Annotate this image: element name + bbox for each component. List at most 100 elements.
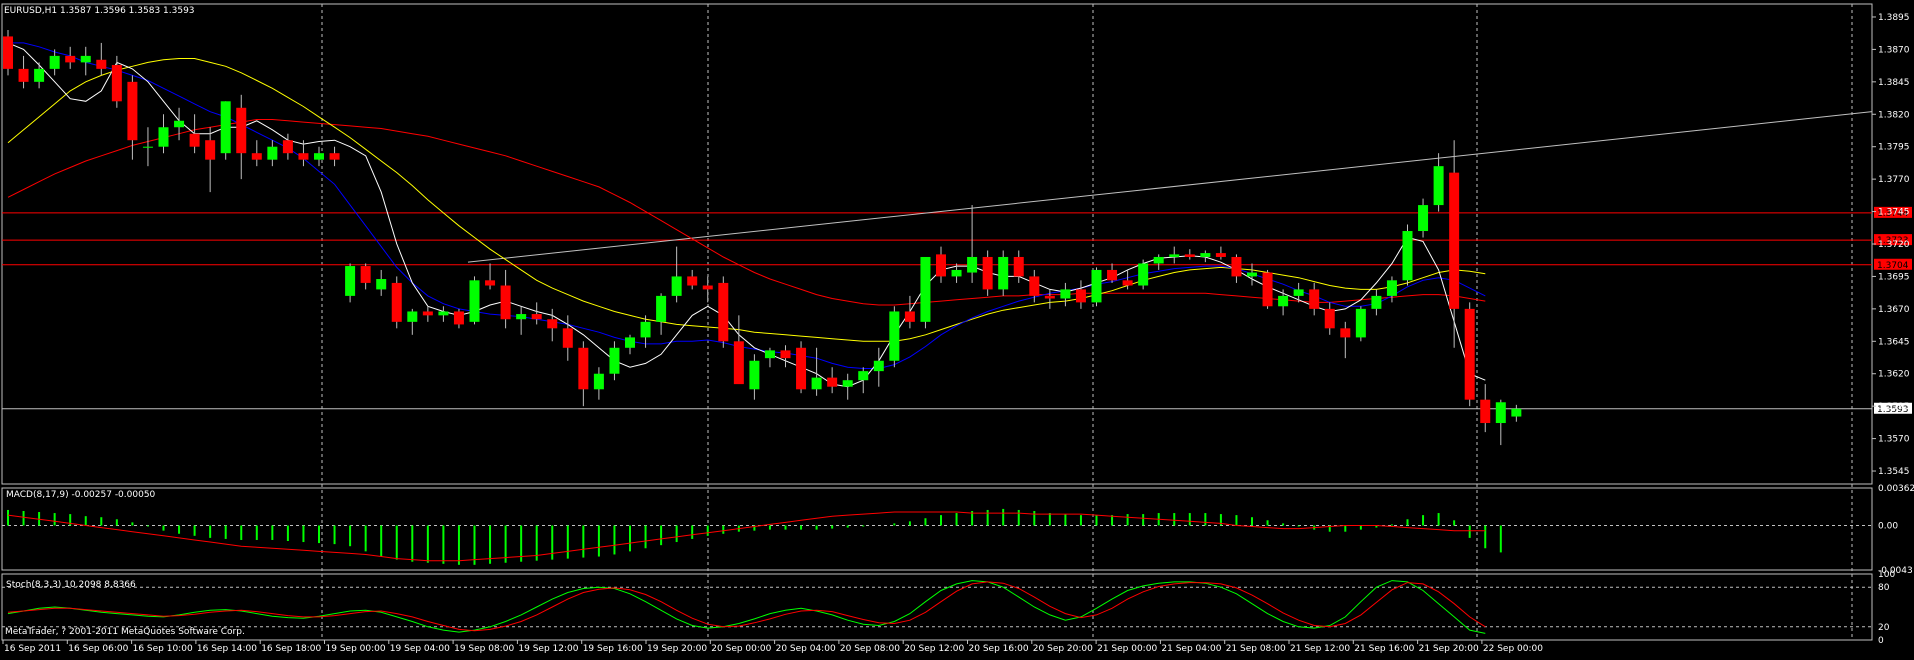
candle-body [656,295,667,322]
y-tick-label: 1.3845 [1878,78,1910,88]
candle-body [873,360,884,372]
candle-body [1293,289,1304,296]
candle-body [469,280,480,322]
candle-body [485,280,496,286]
y-tick-label: 1.3620 [1878,370,1910,380]
candle-body [1324,308,1335,329]
stoch-y-tick-label: 20 [1878,623,1890,633]
candle-body [422,311,433,316]
candle-body [267,146,278,160]
x-tick-label: 19 Sep 08:00 [454,644,514,654]
x-tick-label: 20 Sep 12:00 [904,644,964,654]
candle-body [951,269,962,277]
candle-body [80,55,91,63]
candle-body [282,140,293,154]
candle-body [1371,295,1382,309]
candle-body [1169,254,1180,257]
candle-body [34,68,45,82]
trendline [467,111,1873,263]
x-tick-label: 16 Sep 2011 [4,644,61,654]
x-tick-label: 22 Sep 00:00 [1483,644,1543,654]
candle-body [49,55,60,69]
candle-body [1278,295,1289,307]
y-tick-label: 1.3545 [1878,467,1910,477]
axes: 1.3895 1.3870 1.3845 1.3820 1.3795 1.3770 1.37… [2,13,1910,654]
candle-body [1107,269,1118,281]
price-label-bg [1874,402,1912,414]
candle-body [1153,256,1164,264]
copyright-text: MetaTrader, ? 2001-2011 MetaQuotes Softw… [5,627,245,637]
x-tick-label: 19 Sep 16:00 [583,644,643,654]
x-tick-label: 21 Sep 08:00 [1226,644,1286,654]
price-label: 1.3593 [1877,405,1909,415]
candle-body [1122,280,1133,286]
level-label: 1.3744 [1877,209,1909,219]
candle-body [345,266,356,296]
y-tick-label: 1.3820 [1878,110,1910,120]
y-tick-label: 1.3645 [1878,337,1910,347]
candle-body [1184,254,1195,257]
candle-body [127,81,138,141]
candle-body [609,347,620,374]
candle-body [236,107,247,154]
candle-body [1029,276,1040,296]
candle-body [174,120,185,128]
candle-body [1418,205,1429,232]
macd-panel-frame [1,487,1873,571]
stoch-y-tick-label: 80 [1878,583,1890,593]
x-tick-label: 16 Sep 06:00 [68,644,128,654]
candle-body [1480,399,1491,424]
candle-body [1215,253,1226,257]
candle-body [1138,263,1149,286]
candle-body [811,377,822,390]
y-tick-label: 1.3770 [1878,175,1910,185]
candle-body [967,256,978,273]
candle-body [1262,272,1273,307]
macd-signal-line [7,511,1486,562]
candle-body [500,285,511,320]
y-tick-label: 1.3670 [1878,305,1910,315]
y-tick-label: 1.3595 [1878,402,1910,412]
candle-body [578,347,589,390]
candle-body [18,68,29,82]
candle-body [516,314,527,320]
stoch-k-line [7,580,1486,634]
stoch-y-tick-label: 100 [1878,570,1895,580]
candle-body [1247,272,1257,277]
candle-body [329,153,340,160]
candle-body [1495,402,1506,424]
x-tick-label: 21 Sep 12:00 [1290,644,1350,654]
y-tick-label: 1.3745 [1878,208,1910,218]
y-tick-label: 1.3695 [1878,272,1910,282]
level-label: 1.3704 [1877,261,1909,271]
candle-body [593,373,604,390]
candle-body [205,140,216,160]
candle-body [1060,289,1071,299]
candle-body [920,256,931,322]
candle-body [531,314,542,320]
x-tick-label: 16 Sep 14:00 [197,644,257,654]
y-tick-label: 1.3870 [1878,45,1910,55]
candle-body [702,285,713,290]
candle-body [220,101,231,154]
candle-body [158,127,169,147]
x-tick-label: 20 Sep 20:00 [1033,644,1093,654]
level-label: 1.3723 [1877,236,1909,246]
x-tick-label: 20 Sep 00:00 [711,644,771,654]
candle-body [733,341,744,385]
level-label-bg [1874,258,1912,270]
candle-body [842,380,853,387]
x-tick-label: 21 Sep 20:00 [1419,644,1479,654]
candle-body [1511,408,1522,417]
macd-y-tick-label: 0.00362 [1878,484,1914,494]
level-label-bg [1874,234,1912,246]
candle-body [1464,308,1475,400]
candles [3,29,1522,446]
candle-body [298,153,309,160]
candle-body [640,321,651,338]
x-tick-label: 19 Sep 12:00 [518,644,578,654]
candle-body [780,350,791,359]
y-tick-label: 1.3720 [1878,240,1910,250]
